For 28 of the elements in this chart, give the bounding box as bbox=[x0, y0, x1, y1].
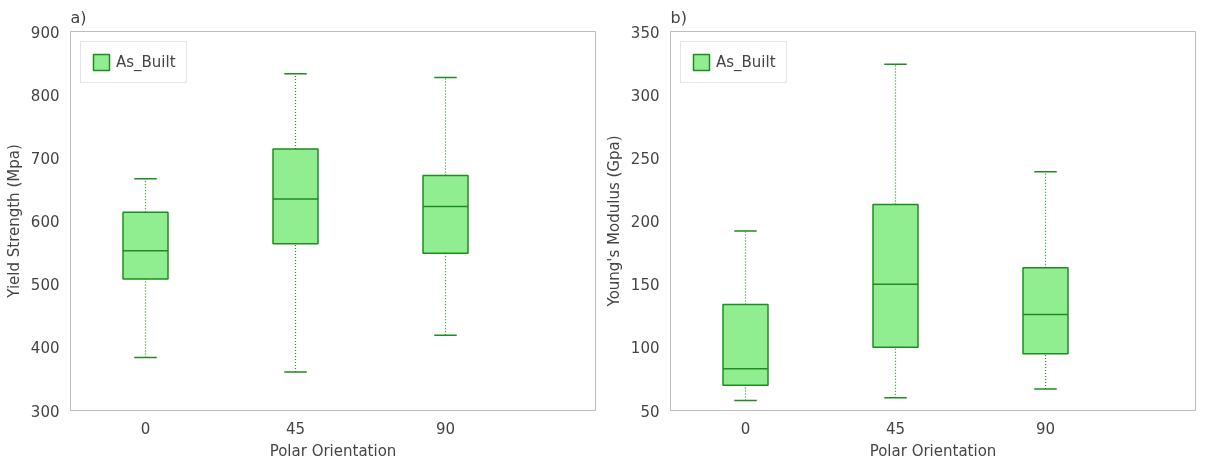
y-tick-label: 800 bbox=[30, 86, 60, 105]
chart-title: b) bbox=[670, 7, 687, 27]
y-tick-label: 500 bbox=[30, 276, 60, 295]
y-tick-label: 300 bbox=[30, 402, 60, 421]
legend-label: As_Built bbox=[116, 53, 176, 71]
x-tick-label: 45 bbox=[885, 419, 906, 438]
y-tick-label: 300 bbox=[630, 86, 660, 105]
x-axis-title: Polar Orientation bbox=[269, 441, 397, 460]
x-tick-label: 90 bbox=[435, 419, 456, 438]
y-tick-label: 350 bbox=[630, 23, 660, 42]
y-axis-title: Young's Modulus (Gpa) bbox=[604, 135, 623, 308]
y-tick-label: 900 bbox=[30, 23, 60, 42]
x-tick-label: 45 bbox=[285, 419, 306, 438]
x-tick-label: 0 bbox=[140, 419, 151, 438]
y-tick-label: 250 bbox=[630, 149, 660, 168]
y-tick-label: 200 bbox=[630, 213, 660, 231]
y-tick-label: 50 bbox=[640, 402, 660, 421]
y-tick-label: 700 bbox=[30, 149, 60, 168]
x-tick-label: 90 bbox=[1035, 419, 1056, 438]
x-tick-label: 0 bbox=[740, 419, 751, 438]
y-tick-label: 100 bbox=[630, 339, 660, 358]
y-axis-title: Yield Strength (Mpa) bbox=[4, 144, 23, 299]
x-axis-title: Polar Orientation bbox=[869, 441, 997, 460]
chart-title: a) bbox=[70, 7, 87, 27]
y-tick-label: 600 bbox=[30, 213, 60, 231]
legend-label: As_Built bbox=[716, 53, 776, 71]
y-tick-label: 400 bbox=[30, 339, 60, 358]
y-tick-label: 150 bbox=[630, 276, 660, 295]
